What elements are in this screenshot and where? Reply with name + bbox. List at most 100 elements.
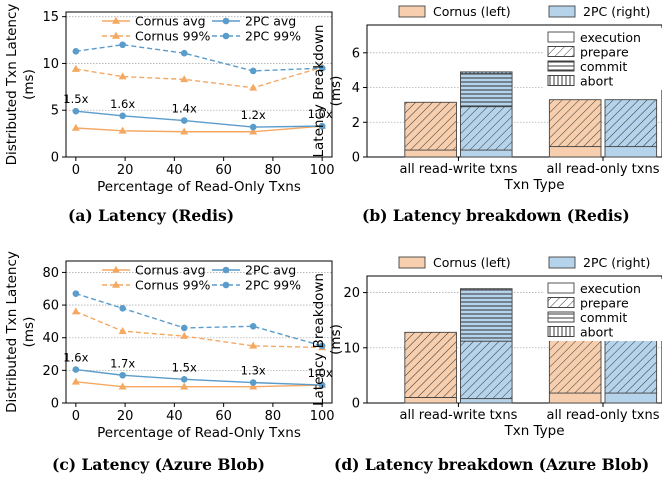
data-point (249, 123, 257, 131)
data-point (249, 127, 258, 135)
bar-outline (460, 288, 513, 291)
x-tick-label: 0 (72, 163, 80, 178)
legend-label: 2PC avg (245, 14, 296, 29)
y-axis-label-line1: Distributed Txn Latency (4, 251, 20, 413)
data-point (249, 322, 257, 330)
bar-segment-execution (460, 150, 513, 157)
y-axis-label-line2: (ms) (21, 69, 37, 100)
bar-segment-execution (605, 393, 657, 403)
legend-swatch (548, 5, 576, 18)
data-point (71, 123, 80, 131)
data-point (118, 126, 127, 134)
data-point (119, 41, 126, 49)
legend-label: Cornus 99% (135, 278, 211, 293)
bar-stack (548, 338, 602, 404)
data-point (249, 379, 257, 386)
x-tick-label: 40 (166, 163, 183, 178)
legend-swatch (548, 256, 576, 269)
bar-stack (404, 331, 457, 404)
bar-segment-execution (549, 393, 601, 403)
bar-pattern-prepare (404, 332, 457, 398)
data-point (119, 371, 126, 379)
series-2pc-99- (72, 41, 326, 75)
data-point (249, 341, 258, 349)
data-point (72, 47, 80, 55)
x-tick-label: all read-write txns (399, 408, 517, 423)
series-line (75, 66, 323, 89)
data-point (180, 382, 189, 390)
axes-frame (366, 275, 662, 404)
x-axis-label: Txn Type (503, 423, 564, 439)
legend-label: 2PC 99% (245, 29, 301, 44)
series-line (75, 368, 323, 386)
bar-outline (404, 331, 457, 398)
legend-label: 2PC avg (245, 263, 296, 278)
y-axis-label-line1: Latency Breakdown (311, 25, 327, 158)
y-tick-label: 20 (42, 364, 59, 379)
data-point (71, 64, 80, 72)
legend-label: Cornus (left) (433, 255, 511, 270)
axes-frame (65, 260, 333, 404)
x-tick-label: 60 (215, 163, 232, 178)
bar-pattern-commit (460, 73, 513, 107)
bar-segment-execution (404, 150, 457, 157)
y-tick-label: 10 (42, 57, 59, 72)
data-point (249, 67, 257, 75)
x-tick-label: 60 (215, 409, 232, 424)
legend-label: 2PC 99% (245, 278, 301, 293)
bar-outline (404, 101, 457, 151)
y-tick-label: 0 (51, 397, 59, 412)
y-axis-label: Distributed Txn Latency(ms) (4, 4, 37, 166)
y-tick-label: 40 (42, 331, 59, 346)
bar-pattern-prepare (605, 99, 657, 147)
x-tick-label: 20 (117, 409, 134, 424)
data-point (118, 382, 127, 390)
legend-swatch (547, 31, 575, 43)
legend-label: commit (580, 59, 627, 74)
y-tick-label: 10 (343, 341, 360, 356)
series-2pc-99- (72, 290, 326, 350)
x-tick-label: all read-write txns (399, 162, 517, 177)
caption-a: (a) Latency (Redis) (68, 206, 235, 225)
data-point (318, 381, 326, 389)
chart-c: 0 20 40 60 80 0 20 40 60 80 100 Percentage of Read-… (4, 251, 335, 441)
y-axis-label-line2: (ms) (328, 76, 344, 107)
data-point (112, 31, 120, 39)
axes-frame (65, 11, 333, 158)
legend-pattern (547, 46, 575, 57)
x-tick-label: 20 (117, 163, 134, 178)
series-cornus-99- (71, 307, 327, 351)
x-tick-label: 80 (265, 163, 282, 178)
speedup-label: 1.0x (308, 366, 333, 380)
data-point (118, 326, 127, 334)
x-axis-label: Percentage of Read-Only Txns (97, 425, 301, 441)
y-tick-label: 60 (42, 299, 59, 314)
bar-pattern-prepare (404, 102, 457, 151)
legend-entry: Cornus avg (102, 14, 206, 29)
bar-stack (460, 288, 513, 404)
legend-label: Cornus avg (135, 263, 206, 278)
y-tick-label: 0 (51, 151, 59, 166)
legend-pattern (547, 326, 575, 337)
axes-frame (366, 24, 662, 158)
y-tick-label: 20 (343, 286, 360, 301)
legend-pattern (547, 75, 575, 86)
bar-pattern-commit (460, 289, 513, 342)
legend-systems: Cornus (left) 2PC (right) (398, 255, 650, 270)
caption-d: (d) Latency breakdown (Azure Blob) (334, 455, 650, 474)
bar-stack (604, 338, 658, 404)
data-point (180, 117, 188, 124)
series-2pc-avg (72, 366, 326, 389)
data-point (72, 290, 80, 297)
speedup-label: 1.0x (308, 107, 333, 121)
bar-stack (548, 99, 602, 158)
caption-b: (b) Latency breakdown (Redis) (362, 206, 630, 225)
speedup-label: 1.2x (241, 108, 266, 122)
data-point (180, 49, 188, 57)
legend-swatch (398, 5, 426, 18)
caption-c: (c) Latency (Azure Blob) (52, 455, 265, 474)
bar-segment-execution (605, 146, 657, 157)
data-point (180, 75, 189, 83)
legend-label: 2PC (right) (583, 255, 650, 270)
series-line (75, 44, 323, 72)
